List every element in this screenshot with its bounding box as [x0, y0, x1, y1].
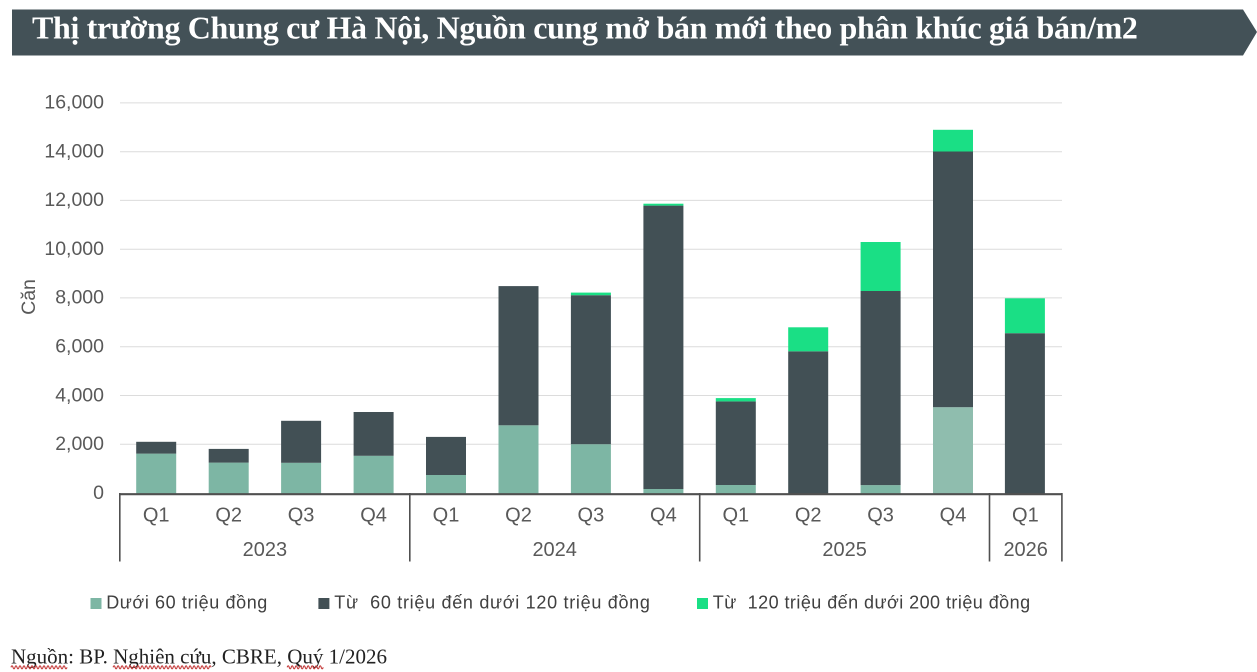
svg-text:6,000: 6,000: [55, 336, 104, 358]
svg-text:14,000: 14,000: [44, 141, 104, 163]
svg-text:Từ 120 triệu đến dưới 200 tri: Từ 120 triệu đến dưới 200 triệu đồng: [713, 592, 1031, 612]
svg-text:Q1: Q1: [433, 505, 460, 527]
svg-text:2023: 2023: [243, 539, 288, 561]
svg-text:Q4: Q4: [940, 505, 967, 527]
svg-text:Q3: Q3: [867, 505, 894, 527]
svg-text:4,000: 4,000: [55, 384, 104, 406]
svg-text:Q1: Q1: [1012, 505, 1039, 527]
svg-text:2,000: 2,000: [55, 433, 104, 455]
svg-text:2024: 2024: [532, 539, 577, 561]
svg-text:Q4: Q4: [650, 505, 677, 527]
svg-text:Q2: Q2: [215, 505, 242, 527]
svg-text:2026: 2026: [1003, 539, 1048, 561]
svg-text:Q1: Q1: [722, 505, 749, 527]
svg-text:Từ 60 triệu đến dưới 120 triệ: Từ 60 triệu đến dưới 120 triệu đồng: [334, 592, 650, 612]
svg-text:Q4: Q4: [360, 505, 387, 527]
svg-text:Dưới 60 triệu đồng: Dưới 60 triệu đồng: [106, 592, 268, 612]
svg-text:Q2: Q2: [505, 505, 532, 527]
svg-text:Q2: Q2: [795, 505, 822, 527]
svg-text:Nguồn: BP. Nghiên cứu, CBRE, Q: Nguồn: BP. Nghiên cứu, CBRE, Quý 1/2026: [11, 645, 387, 669]
svg-text:Q3: Q3: [288, 505, 315, 527]
svg-text:16,000: 16,000: [44, 92, 104, 114]
svg-text:2025: 2025: [822, 539, 867, 561]
svg-text:Q3: Q3: [578, 505, 605, 527]
svg-text:0: 0: [93, 482, 104, 504]
svg-text:12,000: 12,000: [44, 189, 104, 211]
svg-text:Q1: Q1: [143, 505, 170, 527]
svg-text:8,000: 8,000: [55, 287, 104, 309]
svg-text:Căn: Căn: [18, 279, 40, 315]
svg-text:10,000: 10,000: [44, 238, 104, 260]
svg-text:Thị trường Chung cư Hà Nội, Ng: Thị trường Chung cư Hà Nội, Nguồn cung m…: [32, 10, 1138, 46]
